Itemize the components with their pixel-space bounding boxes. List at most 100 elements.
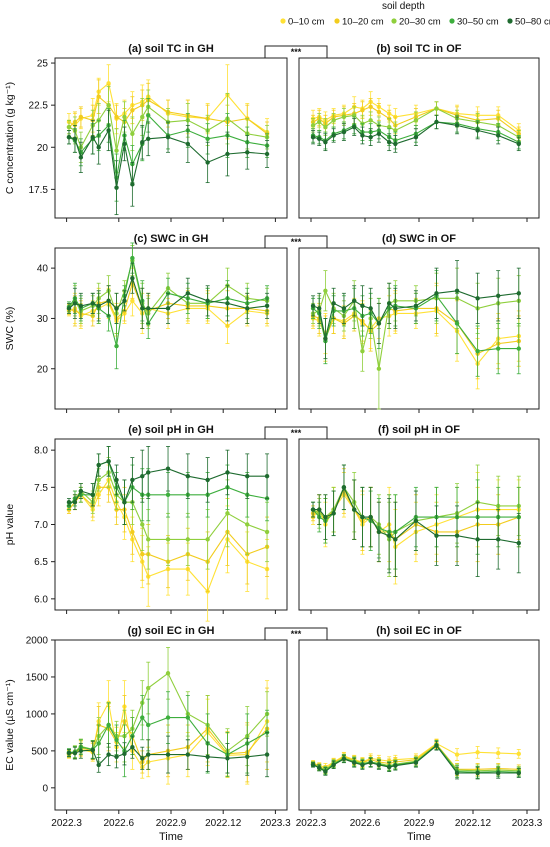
- panel-title: (d) SWC in OF: [382, 233, 456, 245]
- data-point: [106, 459, 111, 464]
- data-point: [264, 303, 270, 309]
- data-point: [376, 529, 382, 535]
- data-point: [225, 511, 230, 516]
- legend-marker-1: [280, 18, 286, 24]
- data-point: [205, 136, 210, 142]
- data-point: [475, 296, 480, 301]
- panel-h: (h) soil EC in OF 2022.3 2022.6 2022.9 2022.…: [296, 625, 543, 843]
- data-point: [496, 293, 501, 298]
- data-point: [454, 770, 460, 776]
- significance-label: ***: [291, 47, 302, 57]
- data-point: [341, 485, 347, 490]
- data-point: [434, 291, 439, 296]
- data-point: [130, 182, 135, 187]
- y-tick-label: 7.0: [34, 520, 48, 531]
- data-point: [386, 764, 392, 770]
- data-point: [96, 94, 101, 99]
- legend-label-4: 30–50 cm: [457, 17, 499, 28]
- data-point: [185, 537, 191, 542]
- data-point: [146, 470, 151, 475]
- data-point: [386, 124, 392, 130]
- panel-e: (e) soil pH in GH 6.0 6.5 7.0 7.5 8.0 pH value: [4, 424, 288, 622]
- data-point: [341, 756, 347, 762]
- legend-marker-4: [449, 18, 455, 24]
- data-point: [264, 529, 270, 535]
- data-point: [165, 134, 171, 140]
- data-point: [413, 518, 419, 523]
- data-point: [360, 108, 365, 113]
- y-tick-label: 6.0: [34, 594, 48, 605]
- data-point: [368, 760, 373, 765]
- data-point: [245, 150, 250, 155]
- panel-title: (g) soil EC in GH: [128, 625, 215, 637]
- data-point: [106, 128, 111, 133]
- data-point: [205, 160, 210, 165]
- data-point: [323, 124, 328, 130]
- data-point: [185, 291, 191, 296]
- data-point: [114, 306, 119, 311]
- data-point: [317, 306, 322, 311]
- data-point: [245, 306, 250, 311]
- panel-frame: [298, 247, 540, 410]
- data-point: [516, 346, 521, 351]
- panel-g: (g) soil EC in GH 0 500 1000 1500 2000 EC valu…: [4, 625, 291, 843]
- legend-marker-2: [334, 18, 340, 24]
- y-tick-label: 1500: [26, 672, 49, 683]
- data-point: [78, 303, 84, 309]
- data-point: [106, 298, 111, 304]
- data-point: [413, 134, 419, 140]
- data-point: [310, 762, 316, 768]
- data-point: [310, 507, 316, 512]
- y-tick-label: 30: [37, 314, 49, 325]
- y-tick-label: 7.5: [34, 483, 48, 494]
- data-point: [130, 275, 135, 281]
- data-point: [106, 752, 111, 757]
- data-point: [360, 348, 365, 354]
- y-tick-label: 0: [42, 783, 48, 794]
- data-point: [368, 134, 373, 140]
- data-point: [352, 760, 357, 765]
- x-tick-label: 2022.6: [104, 818, 135, 829]
- data-point: [360, 762, 365, 768]
- data-point: [146, 113, 151, 118]
- significance-label: ***: [291, 629, 302, 639]
- data-point: [376, 109, 382, 115]
- significance-label: ***: [291, 237, 302, 247]
- data-point: [72, 499, 78, 505]
- x-tick-label: 2022.3: [296, 818, 327, 829]
- y-axis-label: EC value (µS cm⁻¹): [4, 679, 16, 771]
- data-point: [352, 113, 357, 118]
- panel-title: (a) soil TC in GH: [128, 43, 214, 55]
- panel-title: (f) soil pH in OF: [378, 424, 460, 436]
- panel-frame: [54, 639, 288, 811]
- data-point: [475, 348, 480, 354]
- data-point: [496, 133, 501, 138]
- data-point: [393, 306, 398, 311]
- data-point: [376, 321, 382, 326]
- data-point: [140, 552, 145, 557]
- series-5: [310, 260, 521, 360]
- x-tick-label: 2022.3: [51, 818, 82, 829]
- data-point: [386, 301, 392, 306]
- data-point: [96, 762, 101, 768]
- data-point: [130, 255, 135, 261]
- bracket-line: [264, 235, 328, 248]
- x-axis-label: Time: [159, 831, 183, 843]
- panel-d: (d) SWC in OF: [298, 233, 540, 413]
- data-point: [331, 762, 336, 768]
- data-point: [130, 477, 135, 483]
- data-point: [140, 756, 145, 761]
- x-tick-label: 2023.3: [512, 818, 543, 829]
- panel-frame: [298, 438, 540, 611]
- y-tick-label: 17.5: [29, 185, 49, 196]
- data-point: [516, 770, 521, 776]
- data-point: [90, 747, 95, 753]
- panel-frame: [54, 438, 288, 611]
- significance-bracket-2: ***: [264, 235, 328, 248]
- y-tick-label: 20: [37, 364, 49, 375]
- y-tick-label: 1000: [26, 709, 49, 720]
- data-point: [310, 123, 316, 128]
- y-tick-label: 8.0: [34, 446, 48, 457]
- legend-label-1: 0–10 cm: [288, 17, 325, 28]
- data-point: [317, 119, 322, 125]
